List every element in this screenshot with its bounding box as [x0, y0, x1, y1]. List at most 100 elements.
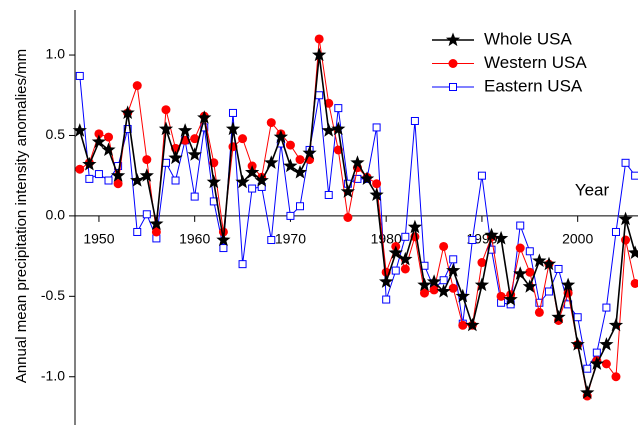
square-marker	[296, 202, 305, 211]
square-marker	[219, 244, 228, 253]
star-marker	[130, 173, 145, 187]
circle-marker	[238, 134, 248, 144]
circle-marker	[94, 129, 104, 139]
star-marker	[388, 245, 403, 259]
square-marker	[171, 176, 180, 185]
star-marker	[379, 274, 394, 288]
star-marker	[359, 171, 375, 185]
circle-marker	[477, 258, 487, 268]
square-marker	[621, 158, 630, 167]
star-marker	[302, 145, 317, 160]
square-marker	[94, 170, 103, 179]
star-marker	[628, 245, 638, 259]
square-marker	[85, 174, 94, 183]
y-tick-label: 1.0	[46, 46, 66, 62]
square-marker	[382, 295, 391, 304]
star-marker	[589, 356, 604, 370]
square-marker	[123, 125, 132, 134]
circle-marker	[142, 155, 152, 165]
circle-marker	[611, 372, 621, 382]
circle-marker	[161, 105, 171, 115]
square-marker	[190, 192, 199, 201]
x-tick-label: 2000	[562, 231, 593, 247]
circle-marker	[314, 34, 324, 44]
x-tick-label: 1960	[179, 231, 210, 247]
circle-marker	[151, 227, 161, 237]
star-marker	[551, 309, 566, 324]
square-marker	[353, 174, 362, 183]
star-marker	[369, 187, 384, 201]
star-marker	[91, 134, 107, 148]
square-marker	[477, 171, 486, 180]
square-marker	[286, 211, 295, 220]
x-tick-label: 1970	[275, 231, 306, 247]
star-marker	[426, 274, 442, 288]
star-marker	[561, 277, 576, 292]
star-marker	[455, 288, 470, 303]
square-marker	[315, 91, 324, 100]
circle-marker	[372, 179, 382, 189]
circle-marker	[190, 134, 200, 144]
star-marker	[522, 279, 537, 293]
star-marker	[618, 211, 633, 226]
x-tick-label: 1950	[83, 231, 114, 247]
square-marker	[516, 221, 525, 230]
star-marker	[398, 251, 413, 266]
star-marker	[283, 158, 298, 173]
y-tick-label: 0.0	[46, 207, 66, 223]
circle-marker	[266, 118, 276, 128]
star-marker	[245, 165, 260, 179]
circle-marker	[621, 235, 631, 245]
square-marker	[583, 364, 592, 373]
star-marker	[417, 277, 432, 292]
star-marker	[350, 155, 365, 169]
circle-marker	[496, 291, 506, 301]
circle-marker	[343, 213, 353, 222]
square-marker	[602, 303, 611, 312]
star-marker	[111, 168, 126, 182]
star-marker	[436, 284, 451, 298]
legend-label: Eastern USA	[484, 76, 583, 95]
square-marker	[334, 104, 343, 113]
square-marker	[228, 108, 237, 117]
y-tick-label: -0.5	[41, 287, 65, 303]
circle-marker	[113, 179, 123, 189]
star-marker	[580, 385, 595, 399]
circle-marker	[515, 243, 525, 253]
star-marker	[570, 337, 585, 351]
star-marker	[264, 155, 279, 169]
star-marker	[532, 253, 547, 267]
square-marker	[611, 227, 620, 236]
circle-marker	[75, 164, 85, 174]
star-marker	[340, 184, 355, 198]
y-tick-label: 0.5	[46, 126, 66, 142]
star-marker	[446, 263, 461, 277]
square-marker	[573, 313, 582, 322]
square-marker	[449, 255, 458, 264]
circle-marker	[104, 132, 114, 142]
square-marker	[142, 210, 151, 219]
circle-marker	[429, 285, 439, 295]
circle-marker	[601, 359, 611, 369]
square-marker	[391, 266, 400, 275]
square-marker	[468, 236, 477, 245]
circle-marker	[285, 140, 295, 150]
square-marker	[104, 176, 113, 185]
star-marker	[541, 256, 557, 271]
circle-marker	[295, 155, 305, 165]
circle-marker	[132, 81, 142, 91]
star-marker	[178, 123, 193, 137]
circle-marker	[439, 241, 449, 251]
circle-marker	[324, 98, 334, 108]
star-marker	[312, 47, 327, 62]
circle-marker	[630, 278, 638, 288]
star-marker	[503, 292, 518, 306]
x-axis-label: Year	[575, 180, 610, 199]
square-marker	[631, 171, 638, 180]
square-marker	[75, 71, 84, 80]
star-marker	[321, 123, 336, 137]
star-marker	[82, 156, 97, 171]
series-line	[79, 54, 636, 396]
star-marker	[493, 230, 509, 245]
